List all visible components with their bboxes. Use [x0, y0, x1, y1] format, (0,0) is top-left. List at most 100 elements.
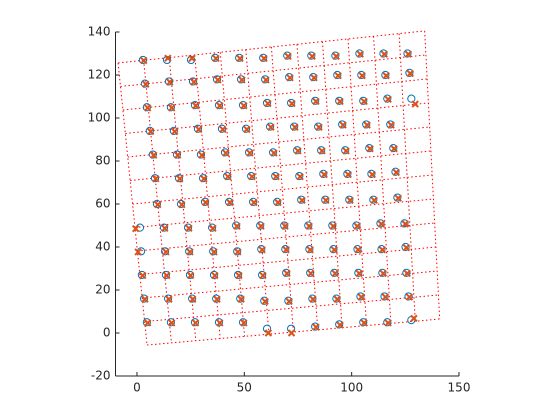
circle-marker [233, 247, 242, 256]
y-tick-label: 120 [88, 68, 111, 82]
cross-marker [310, 74, 318, 82]
cross-marker [384, 95, 392, 104]
circle-marker [386, 120, 395, 129]
cross-marker [240, 102, 248, 110]
circle-marker [235, 53, 244, 62]
cross-marker [357, 293, 366, 301]
cross-marker [286, 74, 294, 82]
cross-marker [264, 329, 273, 337]
circle-marker [138, 55, 148, 65]
circle-marker [401, 242, 410, 252]
cross-marker [355, 269, 363, 278]
circle-marker [161, 270, 171, 280]
circle-marker [259, 53, 268, 62]
cross-marker [410, 314, 418, 323]
cross-marker [284, 52, 292, 61]
cross-marker [353, 222, 361, 230]
cross-marker [358, 71, 366, 80]
cross-marker [150, 151, 158, 159]
circle-marker [223, 171, 232, 181]
cross-marker [246, 149, 254, 157]
cross-marker [309, 295, 317, 303]
circle-marker [345, 195, 354, 204]
circle-marker [353, 245, 362, 254]
circle-marker [224, 197, 234, 206]
cross-marker [405, 293, 414, 301]
cross-marker [298, 196, 306, 205]
circle-marker [293, 146, 302, 155]
circle-marker [200, 197, 210, 206]
cross-marker [166, 78, 174, 86]
circle-marker [249, 197, 258, 206]
circle-marker [365, 144, 374, 153]
circle-marker [188, 77, 198, 86]
cross-marker [162, 248, 170, 256]
circle-marker [176, 199, 186, 209]
circle-marker [247, 171, 256, 181]
cross-marker [274, 198, 282, 207]
cross-marker [336, 97, 344, 106]
circle-marker [380, 292, 389, 301]
cross-marker [380, 50, 388, 58]
circle-marker [185, 270, 195, 280]
cross-marker [201, 198, 210, 207]
cross-marker [394, 194, 402, 202]
cross-marker [360, 319, 368, 327]
circle-marker [341, 146, 350, 155]
cross-marker [291, 123, 299, 131]
cross-marker [178, 200, 186, 209]
circle-marker [357, 70, 366, 80]
cross-marker [238, 76, 246, 84]
cross-marker [381, 293, 390, 301]
cross-marker [186, 248, 194, 256]
cross-marker [390, 145, 398, 153]
circle-marker [265, 122, 275, 131]
cross-marker [154, 200, 162, 209]
circle-marker [164, 77, 174, 86]
cross-marker [216, 319, 224, 327]
circle-marker [214, 318, 224, 327]
circle-marker [335, 96, 344, 105]
cross-marker [164, 54, 172, 62]
cross-marker [282, 246, 290, 254]
circle-marker [185, 247, 194, 256]
circle-marker [211, 53, 220, 62]
circle-marker [407, 94, 416, 103]
circle-marker [232, 221, 241, 230]
circle-marker [308, 294, 317, 303]
circle-marker [183, 223, 193, 232]
cross-marker [336, 321, 344, 329]
circle-marker [403, 49, 412, 58]
circle-marker [150, 174, 160, 183]
cross-marker [257, 222, 265, 230]
x-tick-label: 150 [448, 381, 471, 395]
circle-marker [212, 75, 222, 84]
circle-marker [166, 318, 175, 327]
circle-marker [290, 122, 299, 131]
circle-marker [383, 318, 392, 327]
circle-marker [137, 270, 147, 280]
cross-marker [214, 76, 222, 84]
circle-marker [169, 126, 178, 135]
cross-marker [315, 123, 323, 131]
circle-marker [332, 294, 341, 303]
circle-marker [198, 174, 208, 183]
grid-line [398, 33, 416, 322]
circle-marker [335, 320, 344, 329]
circle-marker [142, 318, 151, 327]
cross-marker [305, 222, 313, 230]
circle-marker [307, 51, 316, 60]
cross-marker [210, 248, 218, 256]
cross-marker [140, 56, 148, 65]
circle-marker [376, 219, 385, 228]
circle-marker [208, 223, 217, 232]
grid-line [137, 222, 435, 252]
circle-marker [238, 101, 248, 110]
circle-marker [404, 292, 413, 301]
grid-line [424, 30, 441, 320]
circle-marker [280, 221, 289, 230]
cross-marker [272, 172, 280, 181]
circle-marker [405, 68, 414, 77]
circle-marker [140, 79, 150, 88]
cross-marker [168, 319, 176, 327]
